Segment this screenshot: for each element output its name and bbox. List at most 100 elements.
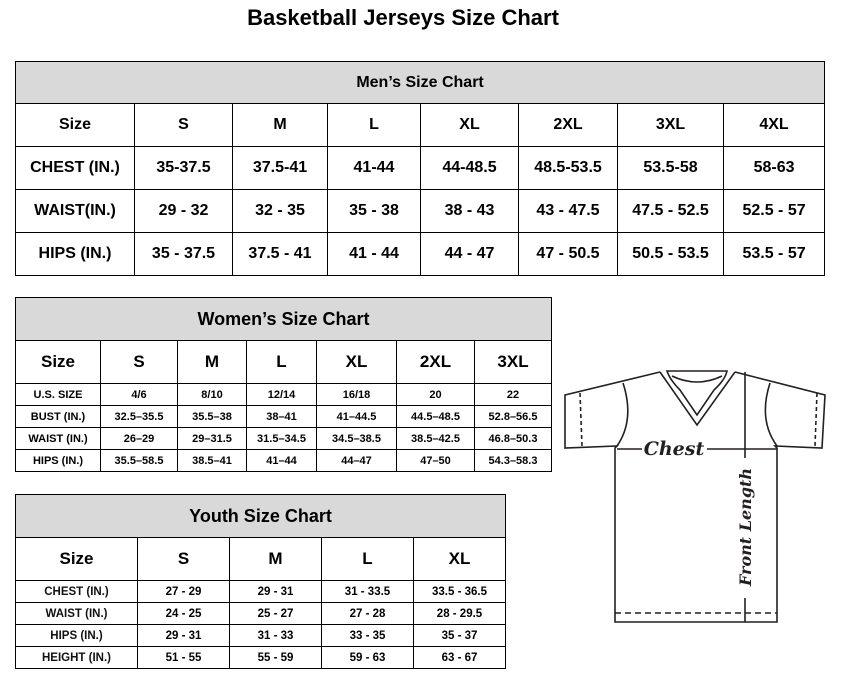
column-header: L [327,103,421,147]
row-label: WAIST (IN.) [15,602,138,625]
column-header: XL [420,103,519,147]
table-cell: 35 - 38 [327,189,421,233]
row-label: BUST (IN.) [15,405,101,428]
youth-size-table: Youth Size Chart Size S M L XL CHEST (IN.) 27 -… [14,494,507,669]
women-chart-title: Women’s Size Chart [14,297,553,341]
column-header: 4XL [722,103,826,147]
table-row: WAIST (IN.) 24 - 25 25 - 27 27 - 28 28 - 29.… [15,602,507,625]
table-cell: 44-48.5 [420,146,519,190]
table-cell: 44 - 47 [420,232,519,276]
table-cell: 59 - 63 [321,646,414,669]
table-cell: 29 - 32 [134,189,233,233]
table-cell: 37.5 - 41 [232,232,328,276]
header-row: Size S M L XL 2XL 3XL [15,340,553,384]
table-cell: 31.5–34.5 [246,427,317,450]
table-cell: 33.5 - 36.5 [412,580,507,603]
womens-size-table: Women’s Size Chart Size S M L XL 2XL 3XL U.S. SI… [14,297,553,472]
table-cell: 35-37.5 [134,146,233,190]
right-armhole [764,382,778,447]
table-row: BUST (IN.) 32.5–35.5 35.5–38 38–41 41–44.5 44… [15,405,553,428]
table-cell: 29 - 31 [137,624,230,647]
table-cell: 26–29 [100,427,178,450]
column-header: L [246,340,317,384]
table-row: HIPS (IN.) 35 - 37.5 37.5 - 41 41 - 44 44 - … [15,232,826,276]
table-cell: 50.5 - 53.5 [617,232,724,276]
table-cell: 24 - 25 [137,602,230,625]
table-cell: 31 - 33 [229,624,322,647]
table-cell: 55 - 59 [229,646,322,669]
row-label: HIPS (IN.) [15,232,135,276]
mens-size-table: Men’s Size Chart Size S M L XL 2XL 3XL 4XL CHEST … [14,61,826,276]
table-cell: 53.5-58 [617,146,724,190]
table-cell: 12/14 [246,383,317,406]
table-cell: 54.3–58.3 [473,449,553,472]
table-cell: 27 - 28 [321,602,414,625]
tshirt-diagram: Chest Front Length [564,370,826,623]
row-label: WAIST (IN.) [15,427,101,450]
table-cell: 44.5–48.5 [396,405,475,428]
youth-chart-title: Youth Size Chart [14,494,507,538]
left-armhole [616,382,629,447]
table-cell: 38.5–42.5 [396,427,475,450]
table-cell: 38.5–41 [177,449,247,472]
column-header: 3XL [473,340,553,384]
row-label: HIPS (IN.) [15,624,138,647]
column-header: S [137,537,230,581]
row-label: CHEST (IN.) [15,146,135,190]
table-row: HEIGHT (IN.) 51 - 55 55 - 59 59 - 63 63 - 67 [15,646,507,669]
column-header: Size [15,537,138,581]
table-cell: 35.5–58.5 [100,449,178,472]
column-header: S [100,340,178,384]
column-header: M [177,340,247,384]
table-cell: 52.5 - 57 [722,189,826,233]
table-cell: 25 - 27 [229,602,322,625]
column-header: L [321,537,414,581]
table-cell: 34.5–38.5 [316,427,397,450]
table-cell: 41 - 44 [327,232,421,276]
column-header: Size [15,340,101,384]
collar-outer [659,371,736,427]
table-cell: 32 - 35 [232,189,328,233]
table-cell: 41–44 [246,449,317,472]
table-cell: 16/18 [316,383,397,406]
table-cell: 46.8–50.3 [473,427,553,450]
column-header: XL [316,340,397,384]
header-row: Size S M L XL [15,537,507,581]
men-chart-title: Men’s Size Chart [14,61,826,104]
header-row: Size S M L XL 2XL 3XL 4XL [15,103,826,147]
table-row: U.S. SIZE 4/6 8/10 12/14 16/18 20 22 [15,383,553,406]
table-cell: 35.5–38 [177,405,247,428]
table-row: HIPS (IN.) 29 - 31 31 - 33 33 - 35 35 - 37 [15,624,507,647]
table-row: CHEST (IN.) 27 - 29 29 - 31 31 - 33.5 33.5 -… [15,580,507,603]
table-cell: 53.5 - 57 [722,232,826,276]
table-cell: 43 - 47.5 [518,189,618,233]
table-row: WAIST (IN.) 26–29 29–31.5 31.5–34.5 34.5–38.… [15,427,553,450]
table-cell: 8/10 [177,383,247,406]
table-cell: 41–44.5 [316,405,397,428]
table-cell: 29–31.5 [177,427,247,450]
row-label: CHEST (IN.) [15,580,138,603]
table-cell: 44–47 [316,449,397,472]
table-cell: 35 - 37 [412,624,507,647]
row-label: HEIGHT (IN.) [15,646,138,669]
left-sleeve-hem [579,392,583,447]
table-row: CHEST (IN.) 35-37.5 37.5-41 41-44 44-48.5 48.… [15,146,826,190]
column-header: 2XL [396,340,475,384]
table-cell: 20 [396,383,475,406]
column-header: XL [412,537,507,581]
table-cell: 41-44 [327,146,421,190]
table-cell: 51 - 55 [137,646,230,669]
row-label: HIPS (IN.) [15,449,101,472]
table-cell: 33 - 35 [321,624,414,647]
table-cell: 31 - 33.5 [321,580,414,603]
page-title: Basketball Jerseys Size Chart [247,5,559,30]
table-cell: 37.5-41 [232,146,328,190]
table-cell: 63 - 67 [412,646,507,669]
column-header: Size [15,103,135,147]
front-length-label: Front Length [736,468,755,587]
table-cell: 35 - 37.5 [134,232,233,276]
table-cell: 48.5-53.5 [518,146,618,190]
table-cell: 47–50 [396,449,475,472]
row-label: WAIST(IN.) [15,189,135,233]
shirt-outline [564,371,826,623]
